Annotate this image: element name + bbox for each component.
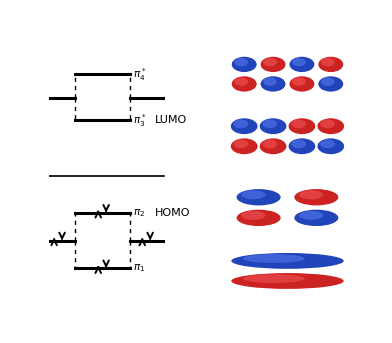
- Ellipse shape: [289, 118, 315, 134]
- Ellipse shape: [234, 78, 248, 86]
- Ellipse shape: [232, 57, 257, 72]
- Ellipse shape: [260, 118, 287, 134]
- Text: LUMO: LUMO: [155, 115, 188, 126]
- Text: HOMO: HOMO: [155, 208, 191, 218]
- Ellipse shape: [243, 274, 305, 283]
- Ellipse shape: [318, 76, 343, 92]
- Ellipse shape: [320, 140, 335, 148]
- Ellipse shape: [289, 138, 315, 154]
- Ellipse shape: [234, 58, 248, 66]
- Ellipse shape: [294, 210, 338, 226]
- Ellipse shape: [291, 119, 306, 128]
- Ellipse shape: [292, 78, 306, 86]
- Text: $\pi_2$: $\pi_2$: [132, 207, 145, 219]
- Ellipse shape: [261, 76, 285, 92]
- Text: $\pi_3^*$: $\pi_3^*$: [132, 112, 146, 129]
- Ellipse shape: [231, 273, 344, 289]
- Ellipse shape: [261, 57, 285, 72]
- Ellipse shape: [241, 190, 265, 199]
- Ellipse shape: [241, 211, 265, 220]
- Ellipse shape: [318, 118, 344, 134]
- Ellipse shape: [263, 119, 277, 128]
- Ellipse shape: [234, 140, 249, 148]
- Ellipse shape: [294, 189, 338, 205]
- Ellipse shape: [234, 119, 249, 128]
- Ellipse shape: [318, 57, 343, 72]
- Text: $\pi_1$: $\pi_1$: [132, 262, 145, 274]
- Ellipse shape: [263, 78, 277, 86]
- Ellipse shape: [292, 58, 306, 66]
- Ellipse shape: [263, 58, 277, 66]
- Ellipse shape: [263, 140, 277, 148]
- Ellipse shape: [321, 58, 335, 66]
- Ellipse shape: [299, 190, 323, 199]
- Ellipse shape: [231, 118, 258, 134]
- Ellipse shape: [232, 76, 257, 92]
- Ellipse shape: [237, 189, 281, 205]
- Text: $\pi_4^*$: $\pi_4^*$: [132, 66, 146, 83]
- Ellipse shape: [260, 138, 287, 154]
- Ellipse shape: [321, 78, 335, 86]
- Ellipse shape: [289, 76, 314, 92]
- Ellipse shape: [299, 211, 323, 220]
- Ellipse shape: [289, 57, 314, 72]
- Ellipse shape: [320, 119, 335, 128]
- Ellipse shape: [231, 138, 258, 154]
- Ellipse shape: [231, 253, 344, 269]
- Ellipse shape: [318, 138, 344, 154]
- Ellipse shape: [243, 254, 305, 263]
- Ellipse shape: [291, 140, 306, 148]
- Ellipse shape: [237, 210, 281, 226]
